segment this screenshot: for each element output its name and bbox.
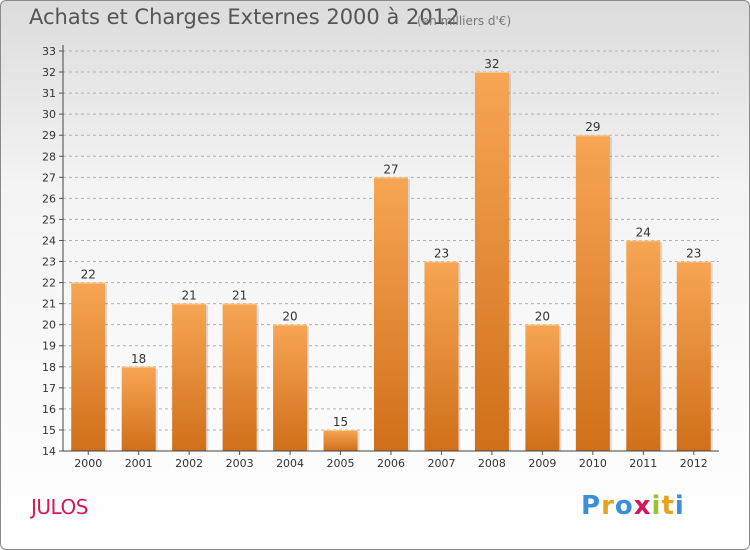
y-tick-label: 17 xyxy=(42,382,56,395)
data-label: 32 xyxy=(484,57,499,71)
chart-subtitle: (en milliers d'€) xyxy=(417,14,512,28)
y-tick-label: 22 xyxy=(42,277,56,290)
x-tick-label: 2002 xyxy=(175,457,203,470)
logo-letter: r xyxy=(601,491,615,521)
bar xyxy=(222,303,257,451)
y-tick-label: 20 xyxy=(42,319,56,332)
x-tick-label: 2011 xyxy=(629,457,657,470)
proxiti-logo: Proxiti xyxy=(581,491,685,521)
y-tick-label: 18 xyxy=(42,361,56,374)
commune-name: JULOS xyxy=(31,495,88,519)
logo-letter: i xyxy=(674,491,685,521)
y-tick-label: 23 xyxy=(42,256,56,269)
y-tick-label: 16 xyxy=(42,403,56,416)
x-tick-label: 2008 xyxy=(478,457,506,470)
y-tick-label: 32 xyxy=(42,66,56,79)
y-tick-label: 29 xyxy=(42,129,56,142)
y-tick-label: 24 xyxy=(42,234,56,247)
bar xyxy=(71,282,106,451)
data-label: 20 xyxy=(282,310,297,324)
x-tick-label: 2004 xyxy=(276,457,304,470)
logo-letter: i xyxy=(651,491,662,521)
x-tick-label: 2003 xyxy=(226,457,254,470)
bar xyxy=(676,261,711,451)
x-tick-label: 2010 xyxy=(579,457,607,470)
y-tick-label: 25 xyxy=(42,213,56,226)
x-tick-label: 2009 xyxy=(528,457,556,470)
data-label: 23 xyxy=(434,247,449,261)
bar xyxy=(273,324,308,451)
x-tick-label: 2001 xyxy=(125,457,153,470)
bar xyxy=(626,240,661,451)
x-tick-label: 2006 xyxy=(377,457,405,470)
y-tick-label: 30 xyxy=(42,108,56,121)
bar xyxy=(323,429,358,451)
bar xyxy=(121,366,156,451)
bar xyxy=(474,72,509,451)
y-tick-label: 21 xyxy=(42,298,56,311)
y-tick-label: 28 xyxy=(42,150,56,163)
data-label: 22 xyxy=(81,268,96,282)
y-tick-label: 27 xyxy=(42,171,56,184)
data-label: 21 xyxy=(182,289,197,303)
data-label: 24 xyxy=(636,225,651,239)
data-label: 21 xyxy=(232,289,247,303)
bar xyxy=(374,177,408,451)
y-tick-label: 19 xyxy=(42,340,56,353)
data-label: 18 xyxy=(131,352,146,366)
y-tick-label: 31 xyxy=(42,87,56,100)
x-tick-label: 2012 xyxy=(680,457,708,470)
y-tick-label: 14 xyxy=(42,445,56,458)
bar xyxy=(172,303,207,451)
logo-letter: o xyxy=(614,491,634,521)
y-tick-label: 33 xyxy=(42,45,56,58)
bar xyxy=(575,135,610,452)
data-label: 29 xyxy=(585,120,600,134)
logo-letter: x xyxy=(633,491,652,521)
x-tick-label: 2000 xyxy=(74,457,102,470)
bar xyxy=(525,324,560,451)
y-tick-label: 26 xyxy=(42,192,56,205)
x-tick-label: 2005 xyxy=(327,457,355,470)
data-label: 15 xyxy=(333,415,348,429)
data-label: 27 xyxy=(383,162,398,176)
bar xyxy=(424,261,459,451)
x-tick-label: 2007 xyxy=(427,457,455,470)
data-label: 20 xyxy=(535,310,550,324)
chart-title: Achats et Charges Externes 2000 à 2012 xyxy=(29,5,460,29)
logo-letter: P xyxy=(581,491,602,521)
y-tick-label: 15 xyxy=(42,424,56,437)
data-label: 23 xyxy=(686,247,701,261)
logo-letter: t xyxy=(661,491,675,521)
